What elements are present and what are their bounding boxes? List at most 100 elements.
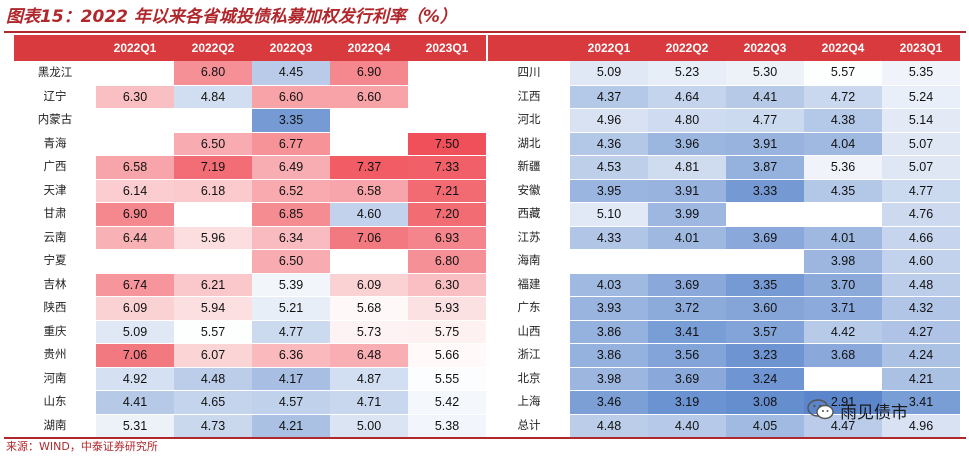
left-table-row: 甘肃 6.90 6.85 4.60 7.20 <box>14 202 486 226</box>
province-label: 广东 <box>517 300 541 314</box>
rate-cell-2022q1 <box>96 61 174 85</box>
rate-cell-2022q1: 3.46 <box>570 390 648 414</box>
rate-cell-2022q1: 6.58 <box>96 155 174 179</box>
rate-cell-2022q4: 4.01 <box>804 225 882 249</box>
rate-cell-2023q1: 4.48 <box>882 272 960 296</box>
rate-cell-2022q2: 6.80 <box>174 61 252 85</box>
province-label: 山西 <box>517 323 541 338</box>
left-table-body: 黑龙江 6.80 4.45 6.90 辽宁 6.30 4.84 6.60 6.60 内蒙古 3.35… <box>14 61 486 437</box>
left-table-row: 湖南 5.31 4.73 4.21 5.00 5.38 <box>14 413 486 437</box>
rate-cell-2022q3 <box>726 249 804 273</box>
rate-cell-2022q3: 3.57 <box>726 319 804 343</box>
rate-cell-2022q2: 3.91 <box>648 178 726 202</box>
rate-cell-2022q1: 4.96 <box>570 108 648 132</box>
rate-cell-2022q3: 6.52 <box>252 178 330 202</box>
rate-cell-2023q1: 7.33 <box>408 155 486 179</box>
rate-cell-2022q4: 4.72 <box>804 84 882 108</box>
rate-cell-2022q3: 3.60 <box>726 296 804 320</box>
rate-cell-2023q1: 7.20 <box>408 202 486 226</box>
rate-cell-2022q2: 3.69 <box>648 366 726 390</box>
rate-cell-2022q4: 5.00 <box>330 413 408 437</box>
rate-cell-2022q3: 6.49 <box>252 155 330 179</box>
rate-cell-2022q4: 4.47 <box>804 413 882 437</box>
rate-cell-2023q1: 5.93 <box>408 296 486 320</box>
rate-cell-2022q2: 6.50 <box>174 131 252 155</box>
rate-cell-2022q1: 5.31 <box>96 413 174 437</box>
province-label: 贵州 <box>43 347 67 361</box>
rate-cell-2022q3: 3.23 <box>726 343 804 367</box>
right-table-row: 广东 3.93 3.72 3.60 3.71 4.32 <box>488 296 960 320</box>
rate-cell-2023q1: 4.21 <box>882 366 960 390</box>
rate-cell-2022q3: 4.77 <box>726 108 804 132</box>
rate-cell-2022q4: 6.60 <box>330 84 408 108</box>
rate-cell-2022q1: 4.03 <box>570 272 648 296</box>
rate-cell-2022q2: 6.18 <box>174 178 252 202</box>
rate-cell-2022q1: 6.74 <box>96 272 174 296</box>
rate-cell-2022q3: 4.05 <box>726 413 804 437</box>
left-table-row: 辽宁 6.30 4.84 6.60 6.60 <box>14 84 486 109</box>
province-label: 河南 <box>43 370 67 385</box>
rate-cell-2022q2: 4.40 <box>648 413 726 437</box>
province-label: 山东 <box>43 394 67 408</box>
rate-cell-2022q1: 4.48 <box>570 413 648 437</box>
rate-cell-2023q1: 5.35 <box>882 61 960 85</box>
right-table-row: 湖北 4.36 3.96 3.91 4.04 5.07 <box>488 131 960 155</box>
source-note: 来源：WIND，中泰证券研究所 <box>6 440 158 453</box>
rate-cell-2022q1: 4.53 <box>570 155 648 179</box>
rate-cell-2022q4: 6.90 <box>330 61 408 85</box>
right-table-row: 总计 4.48 4.40 4.05 4.47 4.96 <box>488 413 960 437</box>
left-table-row: 云南 6.44 5.96 6.34 7.06 6.93 <box>14 225 486 249</box>
rate-cell-2022q3: 5.39 <box>252 272 330 296</box>
right-table: 2022Q1 2022Q2 2022Q3 2022Q4 2023Q1 四川 5.0… <box>488 35 960 437</box>
rate-cell-2023q1: 5.38 <box>408 413 486 437</box>
rate-cell-2022q4 <box>330 108 408 132</box>
rate-cell-2022q4: 3.71 <box>804 296 882 320</box>
rate-cell-2022q2 <box>174 202 252 226</box>
left-table-row: 天津 6.14 6.18 6.52 6.58 7.21 <box>14 178 486 202</box>
watermark: 雨见债市 <box>806 397 908 423</box>
rate-cell-2023q1: 4.27 <box>882 319 960 343</box>
rate-cell-2022q3: 4.45 <box>252 61 330 85</box>
rate-cell-2022q1 <box>570 249 648 273</box>
province-label: 广西 <box>43 159 67 173</box>
rate-cell-2023q1 <box>408 84 486 109</box>
rate-cell-2022q2: 5.57 <box>174 319 252 343</box>
rate-cell-2022q2: 4.48 <box>174 366 252 390</box>
rate-cell-2023q1: 5.42 <box>408 390 486 414</box>
rate-cell-2022q4: 3.68 <box>804 343 882 367</box>
source-rule <box>4 437 966 439</box>
rate-cell-2022q4: 5.73 <box>330 319 408 343</box>
rate-cell-2023q1: 4.76 <box>882 202 960 226</box>
rate-cell-2022q3: 3.69 <box>726 225 804 249</box>
rate-cell-2022q1: 6.09 <box>96 296 174 320</box>
rate-cell-2022q2: 6.07 <box>174 343 252 367</box>
rate-cell-2022q4: 5.36 <box>804 155 882 179</box>
rate-cell-2022q1: 4.37 <box>570 84 648 108</box>
rate-cell-2022q4: 4.42 <box>804 319 882 343</box>
left-col-header-2023q1: 2023Q1 <box>425 41 469 55</box>
right-table-row: 江苏 4.33 4.01 3.69 4.01 4.66 <box>488 225 960 249</box>
left-table-row: 陕西 6.09 5.94 5.21 5.68 5.93 <box>14 296 486 320</box>
province-label: 天津 <box>43 182 67 197</box>
rate-cell-2023q1: 7.50 <box>408 131 486 155</box>
rate-cell-2022q3: 5.21 <box>252 296 330 320</box>
rate-cell-2022q2: 3.56 <box>648 343 726 367</box>
rate-cell-2022q3 <box>726 202 804 226</box>
left-col-header-2022q4: 2022Q4 <box>347 41 391 55</box>
rate-cell-2023q1: 4.96 <box>882 413 960 437</box>
rate-cell-2022q2: 4.81 <box>648 155 726 179</box>
rate-cell-2022q4 <box>804 202 882 226</box>
province-label: 福建 <box>517 276 541 291</box>
rate-cell-2022q2: 3.99 <box>648 202 726 226</box>
rate-cell-2022q4 <box>330 131 408 156</box>
left-col-header-2022q1: 2022Q1 <box>113 41 157 55</box>
rate-cell-2023q1: 5.75 <box>408 319 486 343</box>
left-header-row: 2022Q1 2022Q2 2022Q3 2022Q4 2023Q1 <box>14 35 486 61</box>
rate-cell-2022q1: 6.30 <box>96 84 174 108</box>
rate-cell-2022q2: 5.96 <box>174 225 252 249</box>
province-label: 江西 <box>517 88 541 103</box>
left-header-corner <box>14 35 96 61</box>
province-label: 海南 <box>517 253 541 267</box>
province-label: 江苏 <box>517 229 541 244</box>
rate-cell-2022q3: 3.08 <box>726 390 804 414</box>
